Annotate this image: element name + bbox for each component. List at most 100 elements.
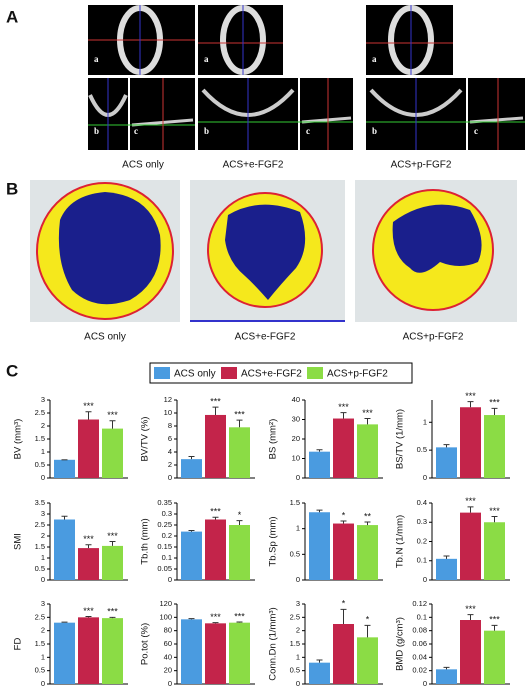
y-tick-label: 0.1 bbox=[417, 612, 427, 621]
bar bbox=[205, 623, 226, 684]
bar bbox=[102, 545, 123, 580]
bar bbox=[181, 459, 202, 478]
error-bar bbox=[236, 520, 243, 525]
error-bar bbox=[188, 530, 195, 532]
y-tick-label: 10 bbox=[164, 408, 172, 417]
bar bbox=[229, 427, 250, 478]
y-tick-label: 2.5 bbox=[35, 520, 45, 529]
y-tick-label: 12 bbox=[164, 395, 172, 404]
y-tick-label: 0.35 bbox=[157, 498, 172, 507]
panel-label: B bbox=[6, 179, 18, 198]
legend-swatch bbox=[307, 367, 323, 379]
error-bar bbox=[109, 541, 116, 546]
error-bar bbox=[61, 621, 68, 623]
y-tick-label: 100 bbox=[159, 612, 172, 621]
error-bar bbox=[340, 520, 347, 524]
error-bar bbox=[340, 608, 347, 624]
caption: ACS+p-FGF2 bbox=[391, 160, 452, 171]
bar bbox=[181, 531, 202, 580]
error-bar bbox=[340, 412, 347, 419]
significance: * bbox=[342, 510, 346, 520]
y-tick-label: 0.5 bbox=[290, 666, 300, 675]
y-tick-label: 1.5 bbox=[35, 434, 45, 443]
y-axis-label: BS/TV (1/mm) bbox=[395, 409, 406, 469]
error-bar bbox=[212, 516, 219, 520]
significance: * bbox=[366, 615, 370, 625]
significance: *** bbox=[465, 604, 476, 614]
y-tick-label: 0 bbox=[423, 575, 427, 584]
y-tick-label: 6 bbox=[168, 434, 172, 443]
y-axis-label: BV (mm³) bbox=[13, 419, 24, 460]
y-tick-label: 2 bbox=[41, 421, 45, 430]
y-tick-label: 1 bbox=[41, 447, 45, 456]
y-tick-label: 0 bbox=[168, 473, 172, 482]
bar bbox=[436, 447, 457, 478]
y-tick-label: 2.5 bbox=[290, 612, 300, 621]
y-tick-label: 30 bbox=[292, 414, 300, 423]
y-tick-label: 1.5 bbox=[35, 639, 45, 648]
error-bar bbox=[188, 618, 195, 620]
y-tick-label: 1 bbox=[41, 553, 45, 562]
significance: * bbox=[342, 599, 346, 609]
y-tick-label: 0 bbox=[41, 679, 45, 688]
caption: ACS only bbox=[122, 160, 164, 171]
panel-label: C bbox=[6, 361, 18, 380]
error-bar bbox=[188, 456, 195, 460]
caption: ACS only bbox=[84, 332, 126, 343]
y-tick-label: 0 bbox=[296, 473, 300, 482]
significance: *** bbox=[234, 611, 245, 621]
y-tick-label: 3 bbox=[41, 509, 45, 518]
bar bbox=[484, 415, 505, 478]
y-tick-label: 0.4 bbox=[417, 498, 427, 507]
bar bbox=[309, 662, 330, 684]
bar bbox=[54, 519, 75, 580]
bar bbox=[229, 622, 250, 684]
error-bar bbox=[491, 515, 498, 523]
legend-box bbox=[149, 362, 413, 384]
significance: ** bbox=[364, 511, 372, 521]
y-axis-label: Tb.Sp (mm) bbox=[268, 516, 279, 566]
sub-label: c bbox=[474, 126, 478, 136]
significance: *** bbox=[107, 410, 118, 420]
error-bar bbox=[61, 515, 68, 520]
sub-label: b bbox=[204, 126, 209, 136]
y-tick-label: 0 bbox=[41, 575, 45, 584]
y-tick-label: 0.08 bbox=[412, 626, 427, 635]
significance: *** bbox=[465, 496, 476, 506]
y-tick-label: 0.06 bbox=[412, 639, 427, 648]
error-bar bbox=[236, 621, 243, 623]
y-tick-label: 0.1 bbox=[417, 556, 427, 565]
sub-label: c bbox=[306, 126, 310, 136]
bar bbox=[205, 414, 226, 478]
y-tick-label: 2 bbox=[296, 626, 300, 635]
bar bbox=[78, 419, 99, 478]
y-tick-label: 0.04 bbox=[412, 652, 427, 661]
error-bar bbox=[364, 418, 371, 425]
significance: *** bbox=[107, 531, 118, 541]
y-tick-label: 0.5 bbox=[35, 564, 45, 573]
y-axis-label: BMD (g/cm³) bbox=[395, 617, 406, 671]
y-tick-label: 0 bbox=[296, 679, 300, 688]
error-bar bbox=[316, 449, 323, 452]
y-tick-label: 0.5 bbox=[35, 666, 45, 675]
y-tick-label: 1.5 bbox=[290, 639, 300, 648]
significance: *** bbox=[107, 607, 118, 617]
ct-images bbox=[88, 5, 525, 150]
y-axis-label: BV/TV (%) bbox=[140, 417, 151, 462]
y-tick-label: 1.5 bbox=[35, 542, 45, 551]
y-tick-label: 0.2 bbox=[417, 536, 427, 545]
legend-label: ACS only bbox=[174, 369, 216, 380]
y-tick-label: 20 bbox=[164, 666, 172, 675]
y-tick-label: 0 bbox=[168, 679, 172, 688]
significance: *** bbox=[210, 612, 221, 622]
y-axis-label: SMI bbox=[13, 533, 24, 550]
legend-label: ACS+e-FGF2 bbox=[241, 369, 302, 380]
y-tick-label: 0 bbox=[296, 575, 300, 584]
bar bbox=[333, 418, 354, 478]
y-tick-label: 0.3 bbox=[162, 509, 172, 518]
y-tick-label: 0.02 bbox=[412, 666, 427, 675]
y-tick-label: 60 bbox=[164, 639, 172, 648]
y-tick-label: 1 bbox=[423, 417, 427, 426]
error-bar bbox=[364, 521, 371, 526]
